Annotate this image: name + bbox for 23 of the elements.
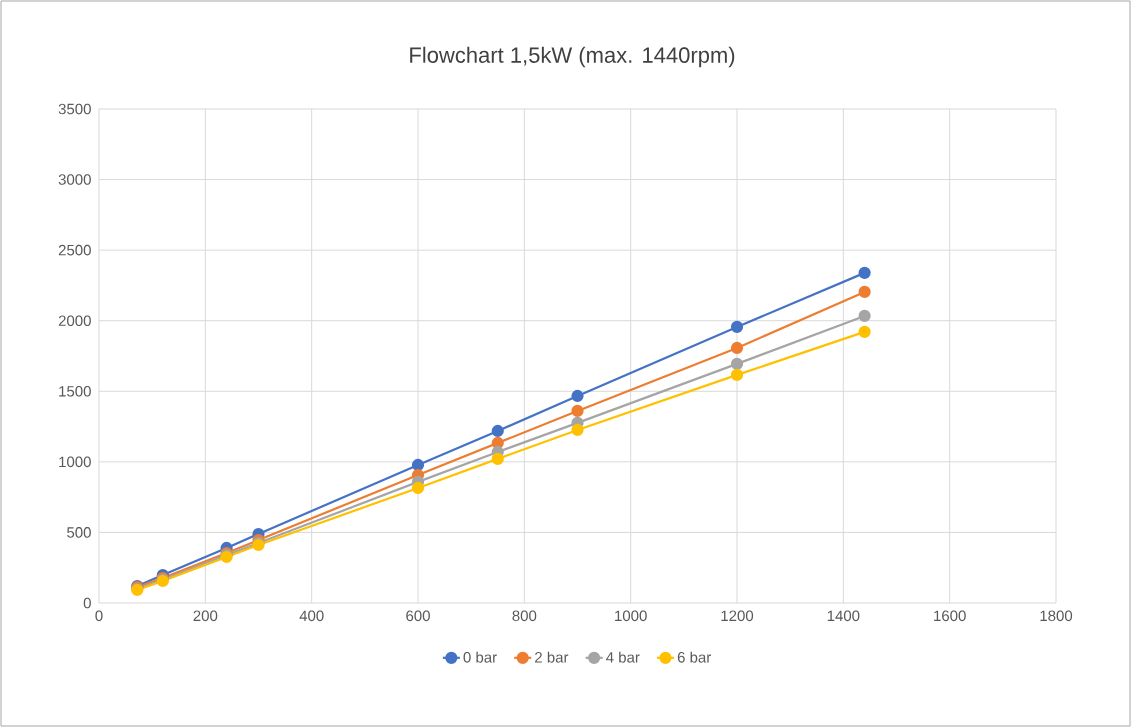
y-tick-label: 0 [83,597,91,609]
x-tick-label: 0 [95,610,103,622]
legend-label: 2 bar [535,651,569,663]
chart-title: Flowchart 1,5kW (max. 1440rpm) [410,46,735,68]
x-tick-label: 400 [299,610,324,622]
x-tick-label: 1200 [721,610,754,622]
x-tick-label: 1400 [827,610,860,622]
y-tick-label: 2000 [58,315,91,327]
x-tick-label: 200 [193,610,218,622]
y-tick-label: 1000 [59,456,91,468]
x-tick-label: 1000 [615,610,647,622]
y-tick-label: 2500 [58,244,91,256]
legend-label: 4 bar [606,651,640,663]
x-tick-label: 1600 [934,610,966,622]
legend-label: 6 bar [677,651,712,663]
y-tick-label: 1500 [59,385,91,397]
y-tick-label: 500 [67,527,91,538]
y-tick-label: 3000 [58,174,91,185]
x-tick-label: 1800 [1040,610,1073,622]
x-tick-label: 600 [406,610,430,622]
x-tick-label: 800 [512,610,537,622]
legend-label: 0 bar [463,651,497,663]
y-tick-label: 3500 [58,103,91,115]
